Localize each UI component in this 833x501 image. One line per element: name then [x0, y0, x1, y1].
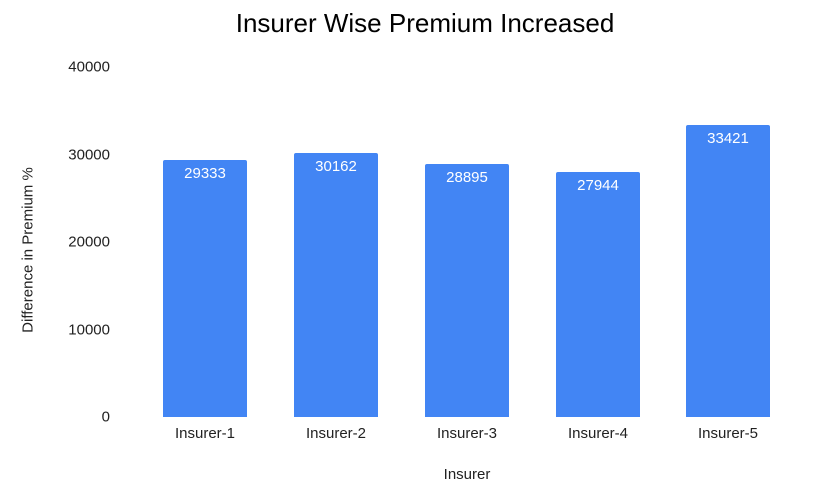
y-tick-label: 20000 — [68, 233, 110, 251]
bar: 30162 — [294, 153, 378, 417]
bar-value-label: 29333 — [184, 165, 226, 183]
y-tick-label: 10000 — [68, 321, 110, 338]
bar-value-label: 30162 — [315, 158, 357, 176]
x-tick-label: Insurer-5 — [697, 425, 759, 442]
x-tick-label: Insurer-4 — [567, 425, 629, 442]
bar: 29333 — [163, 160, 247, 417]
y-axis-label: Difference in Premium % — [19, 167, 37, 333]
x-tick-label: Insurer-3 — [436, 425, 498, 442]
bar-value-label: 28895 — [446, 169, 488, 187]
x-axis-label: Insurer — [443, 466, 491, 483]
x-tick-label: Insurer-1 — [174, 425, 236, 442]
chart-title: Insurer Wise Premium Increased — [235, 8, 615, 38]
x-tick-label: Insurer-2 — [305, 425, 367, 442]
bar-value-label: 27944 — [577, 177, 619, 195]
bar: 27944 — [556, 172, 640, 417]
y-tick-label: 40000 — [68, 58, 110, 76]
y-tick-label: 0 — [101, 408, 110, 426]
y-tick-label: 30000 — [68, 146, 110, 163]
bar-value-label: 33421 — [707, 129, 749, 147]
bar: 33421 — [686, 124, 770, 417]
bar: 28895 — [425, 164, 509, 417]
